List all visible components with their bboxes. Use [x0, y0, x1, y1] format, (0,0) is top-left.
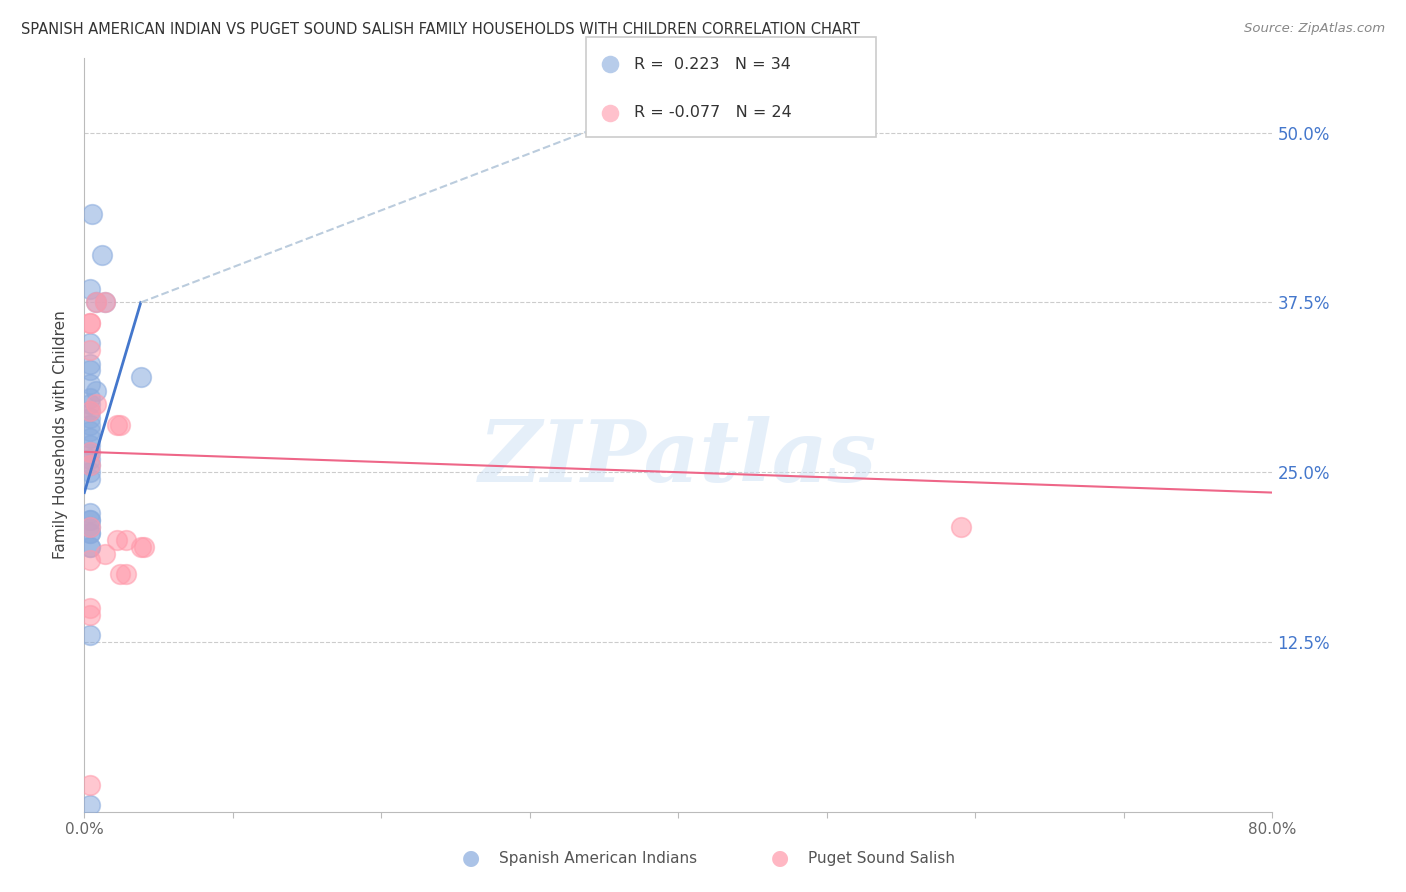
Point [91, 248, 114, 262]
Y-axis label: Family Households with Children: Family Households with Children [53, 310, 69, 559]
Point [79, 316, 101, 330]
Point [949, 519, 972, 533]
Point [79, 445, 101, 459]
Point [84, 397, 107, 411]
Point [599, 57, 621, 71]
Point [79, 282, 101, 296]
Point [79, 357, 101, 371]
Point [79, 391, 101, 405]
Text: SPANISH AMERICAN INDIAN VS PUGET SOUND SALISH FAMILY HOUSEHOLDS WITH CHILDREN CO: SPANISH AMERICAN INDIAN VS PUGET SOUND S… [21, 22, 860, 37]
Point [79, 376, 101, 391]
Point [94, 295, 117, 310]
Point [105, 417, 128, 432]
Point [79, 506, 101, 520]
Point [79, 417, 101, 432]
Point [79, 526, 101, 541]
Point [84, 295, 107, 310]
Point [79, 445, 101, 459]
Text: ZIPatlas: ZIPatlas [479, 416, 877, 500]
Point [79, 601, 101, 615]
Point [108, 567, 131, 582]
Point [79, 519, 101, 533]
Text: Source: ZipAtlas.com: Source: ZipAtlas.com [1244, 22, 1385, 36]
Text: R = -0.077   N = 24: R = -0.077 N = 24 [634, 105, 792, 120]
Text: Puget Sound Salish: Puget Sound Salish [808, 851, 956, 865]
Point [79, 465, 101, 479]
Point [79, 472, 101, 486]
Point [80, 207, 103, 221]
Point [105, 533, 128, 547]
Point [79, 513, 101, 527]
Point [79, 343, 101, 357]
Point [79, 553, 101, 567]
Point [79, 458, 101, 473]
Point [79, 628, 101, 642]
Point [79, 797, 101, 812]
Point [79, 526, 101, 541]
Point [79, 404, 101, 418]
Point [79, 778, 101, 792]
Point [79, 363, 101, 377]
Point [79, 316, 101, 330]
Text: ●: ● [772, 848, 789, 868]
Point [108, 417, 131, 432]
Point [79, 425, 101, 439]
Point [79, 458, 101, 473]
Text: ●: ● [463, 848, 479, 868]
Point [599, 105, 621, 120]
Point [94, 547, 117, 561]
Point [115, 567, 138, 582]
Point [79, 519, 101, 533]
Point [79, 540, 101, 554]
Point [79, 540, 101, 554]
Text: Spanish American Indians: Spanish American Indians [499, 851, 697, 865]
Point [132, 540, 155, 554]
Point [79, 336, 101, 351]
Point [79, 404, 101, 418]
Point [79, 607, 101, 622]
Point [79, 451, 101, 466]
Point [79, 513, 101, 527]
FancyBboxPatch shape [586, 37, 876, 137]
Point [79, 410, 101, 425]
Point [129, 370, 152, 384]
Point [115, 533, 138, 547]
Point [79, 397, 101, 411]
Point [79, 438, 101, 452]
Point [84, 295, 107, 310]
Point [129, 540, 152, 554]
Point [94, 295, 117, 310]
Point [79, 431, 101, 445]
Text: R =  0.223   N = 34: R = 0.223 N = 34 [634, 57, 790, 72]
Point [84, 384, 107, 398]
